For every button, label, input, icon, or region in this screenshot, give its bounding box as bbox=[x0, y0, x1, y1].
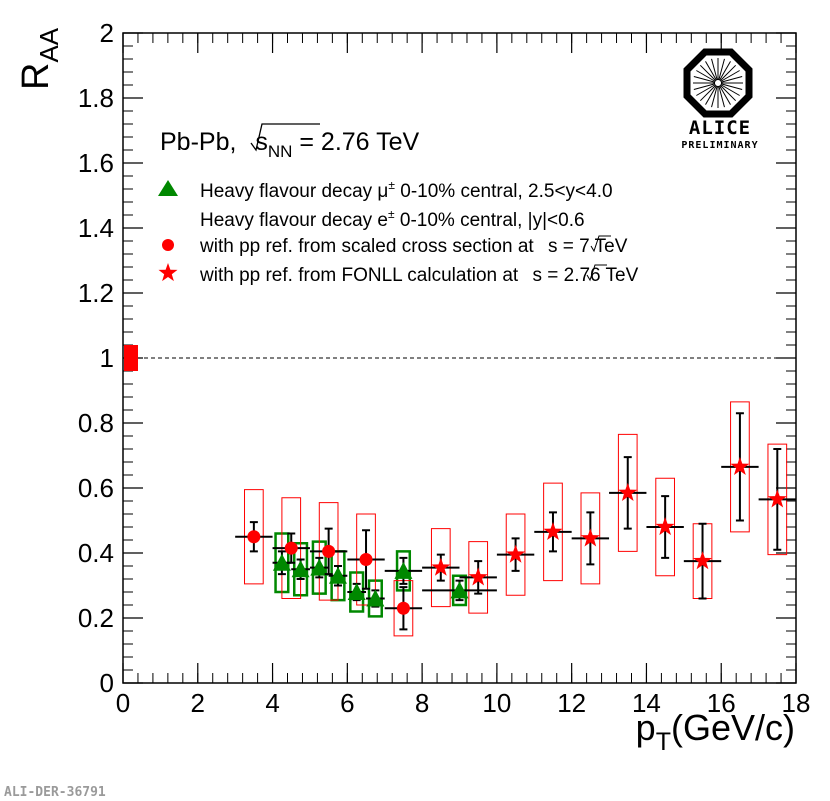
collision-system-title: Pb-Pb, sNN = 2.76 TeV bbox=[160, 128, 419, 161]
electron-fonll-data-point bbox=[655, 517, 675, 536]
electron-scaled-data-point bbox=[396, 601, 410, 615]
sqrt-symbol-legend-2 bbox=[586, 264, 607, 282]
y-axis-title: RAA bbox=[15, 27, 64, 90]
x-tick-labels: 0 2 4 6 8 10 12 14 16 18 bbox=[116, 688, 811, 718]
electron-fonll-data-point bbox=[543, 521, 563, 540]
muon-data-point bbox=[291, 560, 310, 578]
data-points bbox=[235, 401, 796, 637]
figure-id-label: ALI-DER-36791 bbox=[4, 785, 106, 800]
x-tick-label: 12 bbox=[557, 688, 586, 718]
x-tick-label: 18 bbox=[782, 688, 811, 718]
muon-data-point bbox=[310, 558, 329, 576]
y-tick-label: 0.4 bbox=[78, 538, 114, 568]
axis-ticks bbox=[122, 32, 797, 684]
legend-muon: Heavy flavour decay μ± 0-10% central, 2.… bbox=[200, 178, 613, 202]
y-tick-label: 1.6 bbox=[78, 148, 114, 178]
legend-electron-fonll: with pp ref. from FONLL calculation at s… bbox=[199, 265, 639, 286]
alice-logo-ray bbox=[696, 84, 716, 96]
electron-fonll-data-point bbox=[618, 482, 638, 501]
y-tick-label: 0 bbox=[100, 668, 114, 698]
muon-data-point bbox=[450, 581, 469, 599]
normalization-uncertainty-box bbox=[124, 345, 138, 371]
alice-logo-ray bbox=[699, 84, 717, 102]
x-tick-label: 2 bbox=[191, 688, 205, 718]
alice-logo-ray bbox=[719, 84, 737, 102]
sqrt-symbol-title bbox=[250, 123, 320, 152]
y-tick-label: 1.8 bbox=[78, 83, 114, 113]
y-tick-label: 1.4 bbox=[78, 213, 114, 243]
y-tick-label: 0.2 bbox=[78, 603, 114, 633]
y-tick-label: 1 bbox=[100, 343, 114, 373]
alice-logo-octagon bbox=[683, 48, 753, 118]
alice-logo-ray bbox=[718, 85, 725, 108]
x-tick-label: 0 bbox=[116, 688, 130, 718]
alice-logo-ray bbox=[719, 64, 737, 82]
muon-data-point bbox=[394, 561, 413, 579]
alice-logo-ray bbox=[705, 85, 717, 105]
alice-logo: ALICE PRELIMINARY bbox=[681, 48, 758, 151]
legend-circle-icon bbox=[162, 239, 174, 251]
alice-logo-subtitle: PRELIMINARY bbox=[681, 140, 758, 151]
electron-scaled-data-point bbox=[359, 553, 373, 566]
y-tick-label: 0.6 bbox=[78, 473, 114, 503]
legend-star-icon bbox=[158, 263, 178, 282]
electron-scaled-data-point bbox=[247, 530, 261, 544]
alice-logo-ray bbox=[696, 70, 716, 82]
alice-logo-ray bbox=[718, 58, 725, 81]
muon-data-point bbox=[272, 553, 291, 571]
x-tick-label: 4 bbox=[265, 688, 279, 718]
x-tick-label: 6 bbox=[340, 688, 354, 718]
alice-logo-rays bbox=[693, 58, 743, 108]
alice-logo-ray bbox=[693, 83, 716, 90]
alice-logo-ray bbox=[711, 85, 718, 108]
alice-logo-ray bbox=[720, 84, 740, 96]
electron-fonll-data-point bbox=[580, 528, 600, 547]
x-tick-label: 14 bbox=[632, 688, 661, 718]
electron-fonll-data-point bbox=[431, 557, 451, 576]
x-tick-label: 10 bbox=[482, 688, 511, 718]
electron-fonll-data-point bbox=[506, 544, 526, 563]
electron-scaled-data-point bbox=[322, 544, 336, 558]
alice-logo-ray bbox=[711, 58, 718, 81]
alice-logo-ray bbox=[720, 76, 743, 83]
x-axis-title: pT(GeV/c) bbox=[636, 707, 795, 756]
muon-data-point bbox=[366, 589, 385, 607]
alice-logo-ray bbox=[699, 64, 717, 82]
y-tick-label: 2 bbox=[100, 18, 114, 48]
alice-logo-ray bbox=[719, 85, 731, 105]
alice-logo-ray bbox=[720, 70, 740, 82]
electron-fonll-data-point bbox=[730, 456, 750, 475]
muon-data-point bbox=[347, 583, 366, 600]
legend: Heavy flavour decay μ± 0-10% central, 2.… bbox=[158, 178, 639, 286]
alice-logo-ray bbox=[720, 83, 743, 90]
sqrt-symbol-legend-1 bbox=[590, 235, 611, 253]
legend-triangle-icon bbox=[158, 180, 178, 196]
electron-scaled-data-point bbox=[284, 541, 298, 555]
y-tick-labels: 0 0.2 0.4 0.6 0.8 1 1.2 1.4 1.6 1.8 2 bbox=[78, 18, 114, 698]
legend-electron-header: Heavy flavour decay e± 0-10% central, |y… bbox=[200, 207, 585, 231]
y-tick-label: 1.2 bbox=[78, 278, 114, 308]
muon-data-point bbox=[328, 566, 347, 584]
electron-fonll-data-point bbox=[468, 567, 488, 586]
x-tick-label: 16 bbox=[707, 688, 736, 718]
x-tick-label: 8 bbox=[415, 688, 429, 718]
alice-logo-ray bbox=[719, 61, 731, 81]
electron-fonll-data-point bbox=[767, 489, 787, 508]
electron-fonll-data-point bbox=[693, 551, 712, 570]
alice-logo-ray bbox=[705, 61, 717, 81]
y-tick-label: 0.8 bbox=[78, 408, 114, 438]
alice-logo-name: ALICE bbox=[689, 117, 751, 139]
legend-electron-scaled: with pp ref. from scaled cross section a… bbox=[199, 236, 628, 257]
alice-logo-ray bbox=[693, 76, 716, 83]
